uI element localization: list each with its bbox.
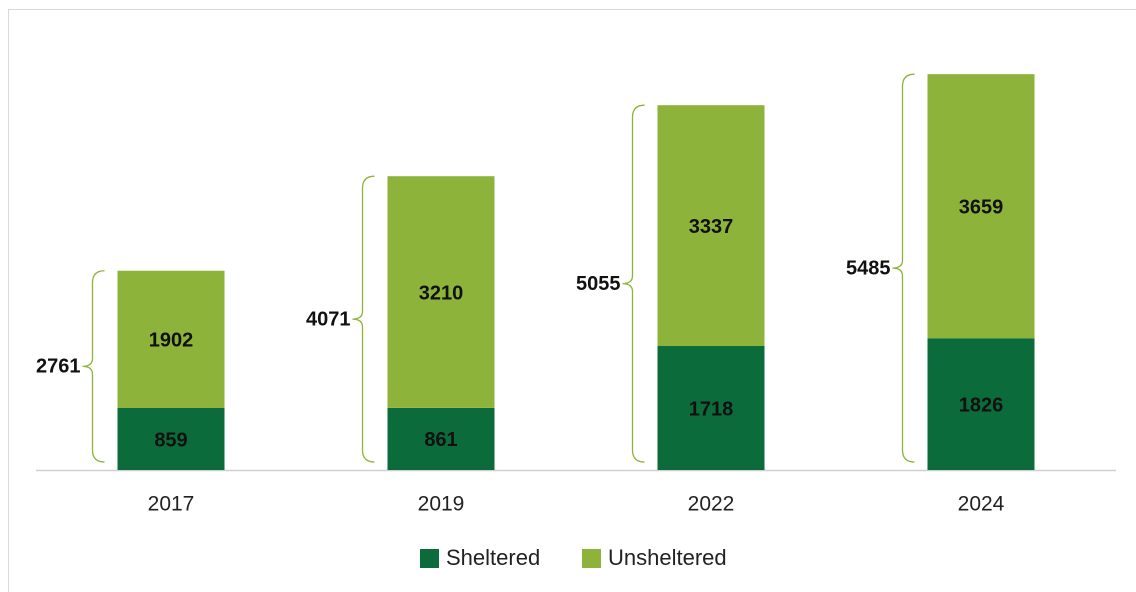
x-tick-label: 2024 bbox=[958, 493, 1005, 516]
data-label: 1718 bbox=[689, 398, 734, 420]
bar-segment bbox=[657, 105, 765, 347]
legend-swatch bbox=[582, 549, 601, 568]
bar-segment bbox=[927, 74, 1035, 339]
x-tick-label: 2017 bbox=[148, 493, 195, 516]
bar-segment bbox=[387, 407, 495, 470]
total-brace bbox=[892, 73, 915, 463]
frame bbox=[8, 9, 1136, 592]
total-brace bbox=[352, 175, 375, 463]
bar-segment bbox=[927, 338, 1035, 470]
bar-segment bbox=[387, 176, 495, 408]
x-tick-label: 2022 bbox=[688, 493, 735, 516]
legend-label: Unsheltered bbox=[608, 545, 727, 570]
data-label: 1826 bbox=[959, 394, 1004, 416]
total-brace bbox=[82, 270, 105, 463]
data-label: 3337 bbox=[689, 216, 734, 238]
bar-segment bbox=[117, 408, 225, 470]
data-label: 3659 bbox=[959, 196, 1004, 218]
total-brace bbox=[622, 104, 645, 463]
total-label: 5485 bbox=[846, 257, 891, 279]
data-label: 1902 bbox=[149, 330, 194, 352]
data-label: 859 bbox=[154, 429, 187, 451]
x-tick-label: 2019 bbox=[418, 493, 465, 516]
bar-segment bbox=[117, 270, 225, 409]
legend-swatch bbox=[420, 549, 439, 568]
data-label: 3210 bbox=[419, 282, 464, 304]
bar-segment bbox=[657, 346, 765, 470]
total-label: 2761 bbox=[36, 356, 81, 378]
total-label: 5055 bbox=[576, 273, 621, 295]
data-label: 861 bbox=[424, 429, 457, 451]
total-label: 4071 bbox=[306, 308, 351, 330]
legend-label: Sheltered bbox=[446, 545, 540, 570]
